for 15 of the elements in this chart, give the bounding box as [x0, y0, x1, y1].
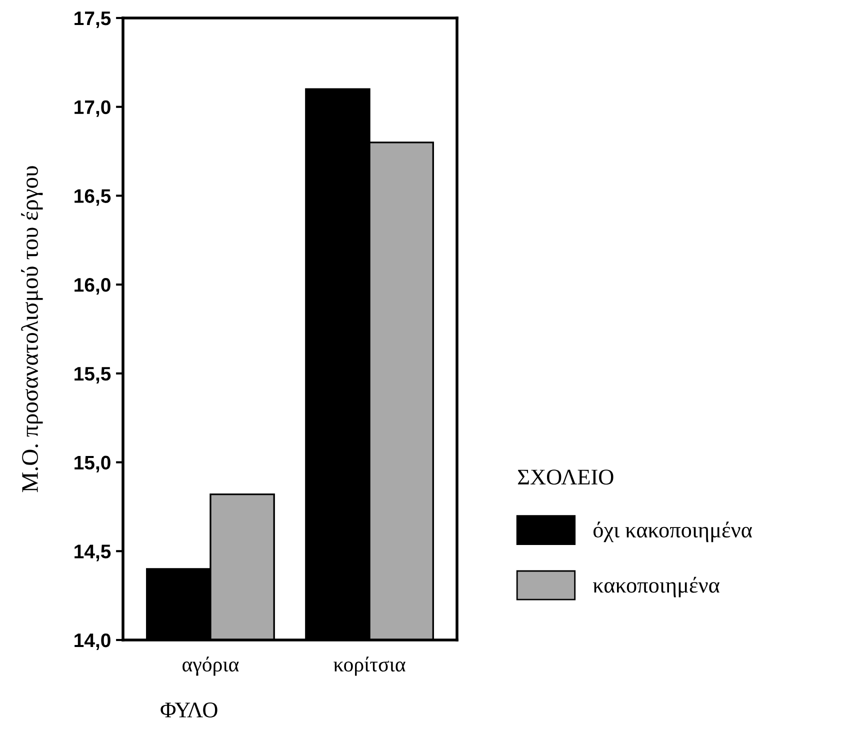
x-tick-label: αγόρια	[182, 656, 239, 676]
y-tick-label: 16,0	[74, 278, 110, 295]
y-tick-label: 17,0	[74, 100, 110, 117]
y-tick-label: 14,0	[74, 633, 110, 650]
y-tick-label: 14,5	[74, 544, 111, 562]
legend-label: όχι κακοποιημένα	[593, 522, 752, 542]
x-tick-label: κορίτσια	[334, 656, 406, 676]
y-tick-label: 17,5	[74, 12, 111, 28]
y-axis-title: Μ.Ο. προσανατολισμού του έργου	[21, 166, 43, 492]
y-tick-label: 15,5	[74, 367, 111, 384]
legend-label: κακοποιημένα	[593, 576, 720, 598]
x-axis-title: ΦΥΛΟ	[160, 702, 218, 718]
y-tick-label: 15,0	[74, 456, 110, 472]
legend-title: ΣΧΟΛΕΙΟ	[518, 470, 614, 485]
y-tick-label: 16,5	[74, 189, 111, 206]
